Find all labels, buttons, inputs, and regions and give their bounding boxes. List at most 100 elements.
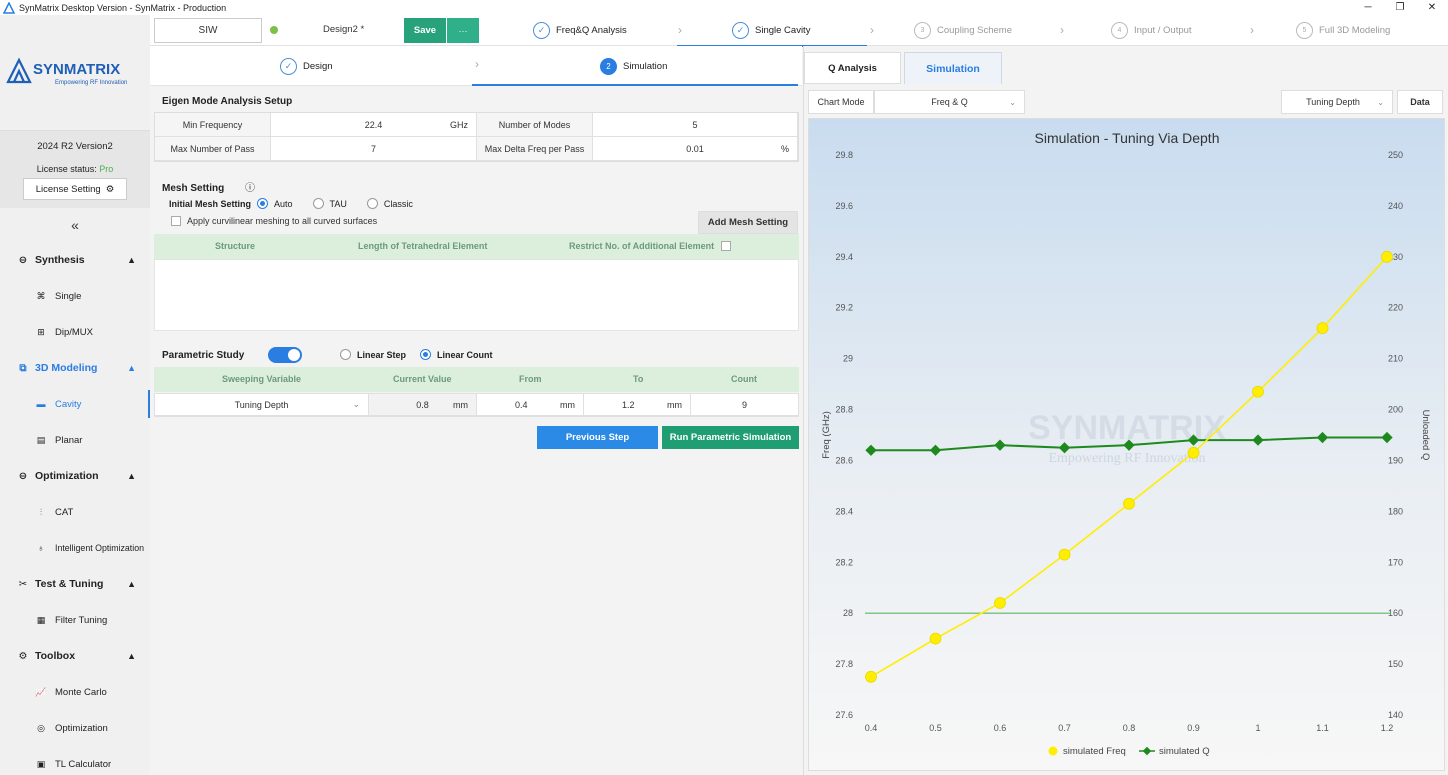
- restrict-header-checkbox[interactable]: [721, 241, 731, 251]
- run-parametric-simulation-button[interactable]: Run Parametric Simulation: [662, 426, 799, 449]
- step-freq-q-analysis[interactable]: ✓ Freq&Q Analysis: [533, 15, 627, 46]
- chevron-right-icon: ›: [1250, 23, 1254, 37]
- nav-item-cat[interactable]: ⫶ CAT: [0, 494, 150, 530]
- parametric-toggle[interactable]: [268, 347, 302, 363]
- window-title: SynMatrix Desktop Version - SynMatrix - …: [19, 2, 227, 13]
- y-tick-label: 29: [843, 354, 853, 364]
- x-tick-label: 0.9: [1187, 723, 1200, 733]
- cavity-icon: ▬: [36, 399, 46, 409]
- num-modes-input[interactable]: 5: [593, 113, 798, 137]
- nav-group-toolbox[interactable]: ⚙ Toolbox ▲: [18, 650, 136, 662]
- tab-simulation[interactable]: Simulation: [904, 52, 1002, 84]
- mesh-classic-radio[interactable]: [366, 198, 378, 209]
- nav-group-optimization[interactable]: ⊖ Optimization ▲: [18, 470, 136, 482]
- y2-tick-label: 140: [1388, 710, 1403, 720]
- step-single-cavity[interactable]: ✓ Single Cavity: [732, 15, 810, 46]
- x-variable-select[interactable]: Tuning Depth ⌄: [1281, 90, 1393, 114]
- min-frequency-input[interactable]: 22.4 GHz: [271, 113, 477, 137]
- mesh-table-body: [154, 259, 799, 331]
- linear-step-radio[interactable]: [340, 349, 351, 360]
- nav-item-planar[interactable]: ▤ Planar: [36, 434, 83, 446]
- count-input[interactable]: 9: [691, 394, 798, 416]
- mesh-tau-radio[interactable]: [312, 198, 324, 209]
- nav-item-monte-carlo[interactable]: 📈 Monte Carlo: [35, 686, 107, 698]
- filter-type-selector[interactable]: SIW: [154, 18, 262, 43]
- nav-group-test-tuning[interactable]: ✂ Test & Tuning ▲: [18, 578, 136, 590]
- chevron-down-icon: ⌄: [1377, 97, 1384, 107]
- tab-q-analysis[interactable]: Q Analysis: [804, 52, 901, 84]
- chevron-down-icon: ⌄: [352, 399, 360, 409]
- data-button[interactable]: Data: [1397, 90, 1443, 114]
- target-icon: ◎: [37, 722, 45, 733]
- initial-mesh-label: Initial Mesh Setting: [169, 198, 252, 209]
- step-input-output[interactable]: 4 Input / Output: [1111, 15, 1192, 46]
- y2-tick-label: 200: [1388, 405, 1403, 415]
- chevron-up-icon: ▲: [127, 471, 136, 481]
- curvilinear-row: Apply curvilinear meshing to all curved …: [171, 216, 377, 226]
- nav-item-dipmux[interactable]: ⊞ Dip/MUX: [0, 314, 150, 350]
- y2-tick-label: 170: [1388, 557, 1403, 567]
- chevron-right-icon: ›: [475, 57, 479, 71]
- q-point: [865, 444, 877, 456]
- nav-group-synthesis[interactable]: ⊖ Synthesis ▲: [18, 254, 136, 266]
- y-tick-label: 27.8: [835, 659, 853, 669]
- more-options-button[interactable]: ···: [446, 18, 479, 43]
- min-frequency-label: Min Frequency: [155, 113, 271, 137]
- parametric-mode-row: Linear Step Linear Count: [340, 349, 493, 360]
- y2-tick-label: 230: [1388, 252, 1403, 262]
- initial-mesh-setting-row: Initial Mesh Setting Auto TAU Classic: [169, 198, 413, 209]
- chart-mode-label: Chart Mode: [808, 90, 874, 114]
- nav-item-tl-calculator[interactable]: ▣ TL Calculator: [36, 758, 112, 770]
- max-delta-input[interactable]: 0.01%: [593, 137, 798, 161]
- freq-point: [1058, 548, 1071, 561]
- close-icon[interactable]: ✕: [1427, 2, 1437, 13]
- nav-item-single[interactable]: ⌘ Single: [36, 290, 82, 302]
- sweeping-variable-select[interactable]: Tuning Depth ⌄: [155, 394, 369, 416]
- subtab-simulation[interactable]: 2 Simulation: [600, 58, 667, 75]
- nav-item-toolbox-optimization[interactable]: ◎ Optimization: [0, 710, 150, 746]
- from-input[interactable]: 0.4 mm: [477, 394, 584, 416]
- nav-item-intelligent-optimization[interactable]: ♁ Intelligent Optimization: [0, 530, 150, 566]
- save-button[interactable]: Save: [404, 18, 446, 43]
- check-icon: ✓: [732, 22, 749, 39]
- active-subtab-indicator: [472, 84, 798, 86]
- subtab-design[interactable]: ✓ Design: [280, 58, 333, 75]
- planar-icon: ▤: [36, 434, 46, 445]
- step-full-3d-modeling[interactable]: 5 Full 3D Modeling: [1296, 15, 1390, 46]
- y2-axis-label: Unloaded Q: [1420, 410, 1431, 461]
- to-input[interactable]: 1.2 mm: [584, 394, 691, 416]
- legend-q-marker: [1142, 746, 1152, 756]
- y-tick-label: 28.4: [835, 506, 853, 516]
- results-panel: Q Analysis Simulation Chart Mode Freq & …: [803, 46, 1448, 775]
- nav-item-filter-tuning[interactable]: ▦ Filter Tuning: [36, 614, 108, 626]
- restore-icon[interactable]: ❐: [1395, 2, 1405, 13]
- nav-group-3d-modeling[interactable]: ⧉ 3D Modeling ▲: [0, 350, 150, 386]
- y-tick-label: 28.8: [835, 405, 853, 415]
- collapse-sidebar-button[interactable]: «: [71, 217, 79, 233]
- top-step-bar: SIW Design2 * Save ··· ✓ Freq&Q Analysis …: [150, 15, 1448, 47]
- mesh-auto-radio[interactable]: [257, 198, 269, 209]
- freq-point: [1316, 322, 1329, 334]
- chart-icon: 📈: [35, 686, 47, 697]
- max-pass-input[interactable]: 7: [271, 137, 477, 161]
- y-tick-label: 29.6: [835, 201, 853, 211]
- license-setting-button[interactable]: License Setting ⚙: [23, 178, 127, 200]
- linear-count-radio[interactable]: [420, 349, 432, 360]
- minimize-icon[interactable]: ─: [1364, 2, 1372, 13]
- previous-step-button[interactable]: Previous Step: [537, 426, 658, 449]
- cat-icon: ⫶: [39, 506, 43, 517]
- y-tick-label: 27.6: [835, 710, 853, 720]
- y-tick-label: 28: [843, 608, 853, 618]
- dipmux-icon: ⊞: [37, 326, 45, 337]
- add-mesh-setting-button[interactable]: Add Mesh Setting: [698, 211, 798, 234]
- parametric-table-header: Sweeping Variable Current Value From To …: [154, 367, 799, 392]
- status-ok-icon: [270, 26, 278, 34]
- max-pass-label: Max Number of Pass: [155, 137, 271, 161]
- nav-item-cavity[interactable]: ▬ Cavity: [0, 386, 150, 422]
- info-icon[interactable]: ⓘ: [245, 183, 256, 194]
- curvilinear-checkbox[interactable]: [171, 216, 181, 226]
- y-tick-label: 28.6: [835, 455, 853, 465]
- eigen-table: Min Frequency 22.4 GHz Number of Modes 5 …: [154, 112, 799, 162]
- chart-mode-select[interactable]: Freq & Q ⌄: [874, 90, 1025, 114]
- step-coupling-scheme[interactable]: 3 Coupling Scheme: [914, 15, 1012, 46]
